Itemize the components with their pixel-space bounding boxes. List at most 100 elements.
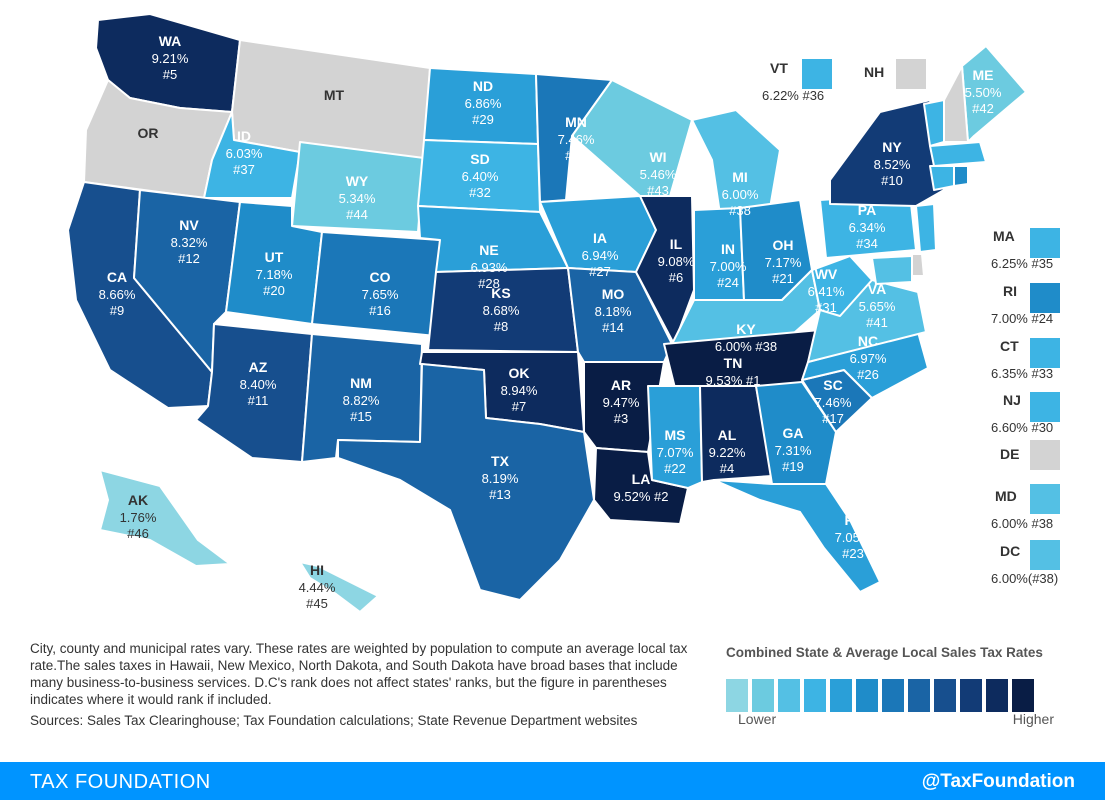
state-wy [291, 141, 425, 233]
state-abbr: OK [509, 365, 530, 381]
state-rate: 7.31% [775, 443, 812, 458]
callout-vt-value: 6.22% #36 [762, 88, 825, 103]
state-abbr: VA [868, 281, 886, 297]
state-rate: 7.46% [558, 132, 595, 147]
state-abbr: AK [128, 492, 148, 508]
state-label-sd: SD 6.40% #32 [462, 151, 499, 200]
callout-md-swatch [1030, 484, 1060, 514]
state-label-nc: NC 6.97% #26 [850, 333, 887, 382]
state-label-va: VA 5.65% #41 [859, 281, 896, 330]
state-hi [299, 561, 379, 613]
state-rank: #22 [664, 461, 686, 476]
state-label-nm: NM 8.82% #15 [343, 375, 380, 424]
state-label-id: ID 6.03% #37 [226, 128, 263, 177]
state-ri [953, 165, 969, 187]
state-rate: 9.21% [152, 51, 189, 66]
state-md [871, 255, 913, 285]
state-rate: 8.94% [501, 383, 538, 398]
legend-bin-4 [804, 679, 826, 712]
state-abbr: AR [611, 377, 631, 393]
legend-bin-5 [830, 679, 852, 712]
state-abbr: ME [973, 67, 994, 83]
legend: Combined State & Average Local Sales Tax… [726, 645, 1066, 727]
us-map: WA 9.21% #5 OR MT ID 6.03% #37 WY 5.34% #44 CA 8.66%… [67, 13, 1027, 613]
state-label-mt: MT [324, 87, 345, 103]
state-rate: 9.08% [658, 254, 695, 269]
callout-ri-value: 7.00% #24 [991, 311, 1054, 326]
callout-md: MD 6.00% #38 [991, 488, 1053, 531]
state-rate: 8.32% [171, 235, 208, 250]
twitter-handle[interactable]: @TaxFoundation [921, 771, 1075, 792]
state-abbr: HI [310, 562, 324, 578]
callout-ma-swatch [1030, 228, 1060, 258]
state-rank: #10 [881, 173, 903, 188]
state-rate: 6.00% [722, 187, 759, 202]
state-rate: 6.94% [582, 248, 619, 263]
callout-dc-value: 6.00%(#38) [991, 571, 1059, 586]
state-abbr: KY [736, 321, 756, 337]
state-rate: 7.17% [765, 255, 802, 270]
state-abbr: NV [179, 217, 199, 233]
state-abbr: IA [593, 230, 607, 246]
state-label-mn: MN 7.46% #18 [558, 114, 595, 163]
callout-ma-abbr: MA [993, 228, 1015, 244]
state-rate: 6.86% [465, 96, 502, 111]
state-rate: 8.82% [343, 393, 380, 408]
state-label-in: IN 7.00% #24 [710, 241, 747, 290]
state-abbr: FL [844, 512, 862, 528]
state-rank: #37 [233, 162, 255, 177]
state-fl [713, 479, 881, 593]
callout-ct: CT 6.35% #33 [991, 338, 1053, 381]
state-label-ga: GA 7.31% #19 [775, 425, 812, 474]
callout-ct-value: 6.35% #33 [991, 366, 1054, 381]
state-rank: #11 [248, 393, 269, 408]
legend-bin-11 [986, 679, 1008, 712]
state-abbr: MT [324, 87, 345, 103]
state-rate: 6.03% [226, 146, 263, 161]
state-abbr: TX [491, 453, 510, 469]
legend-title: Combined State & Average Local Sales Tax… [726, 645, 1043, 660]
callout-nj-abbr: NJ [1003, 392, 1021, 408]
state-rank: #21 [772, 271, 794, 286]
callout-ma-value: 6.25% #35 [991, 256, 1054, 271]
state-rank: #34 [856, 236, 878, 251]
state-label-mi: MI 6.00% #38 [722, 169, 759, 218]
callout-ma: MA 6.25% #35 [991, 228, 1053, 271]
state-rate: 8.18% [595, 304, 632, 319]
state-label-hi: HI 4.44% #45 [299, 562, 336, 611]
state-abbr: MS [665, 427, 686, 443]
state-rank: #23 [842, 546, 864, 561]
callout-dc-abbr: DC [1000, 543, 1021, 559]
state-label-tx: TX 8.19% #13 [482, 453, 519, 502]
callout-de-abbr: DE [1000, 446, 1020, 462]
state-ny [829, 99, 945, 207]
state-label-wi: WI 5.46% #43 [640, 149, 677, 198]
state-abbr: WA [159, 33, 182, 49]
state-abbr: CO [370, 269, 391, 285]
state-rate: 1.76% [120, 510, 157, 525]
legend-bin-12 [1012, 679, 1034, 712]
state-rate-rank: 9.53% #1 [706, 373, 761, 388]
state-label-ak: AK 1.76% #46 [120, 492, 157, 541]
state-rate: 8.19% [482, 471, 519, 486]
state-rate: 7.00% [710, 259, 747, 274]
state-abbr: SD [470, 151, 489, 167]
state-abbr: MN [565, 114, 587, 130]
state-abbr: NE [479, 242, 498, 258]
callout-vt: VT 6.22% #36 [762, 60, 850, 103]
state-label-wa: WA 9.21% #5 [152, 33, 189, 82]
state-de [911, 253, 925, 277]
legend-bin-10 [960, 679, 982, 712]
state-rank: #8 [494, 319, 508, 334]
state-id [203, 111, 301, 199]
state-rate: 5.34% [339, 191, 376, 206]
state-label-az: AZ 8.40% #11 [240, 359, 277, 408]
state-rank: #12 [178, 251, 200, 266]
state-label-ar: AR 9.47% #3 [603, 377, 640, 426]
callout-nj-swatch [1030, 392, 1060, 422]
callout-dc-swatch [1030, 540, 1060, 570]
state-rate: 7.07% [657, 445, 694, 460]
state-rank: #41 [866, 315, 888, 330]
state-label-ms: MS 7.07% #22 [657, 427, 694, 476]
state-label-or: OR [138, 125, 159, 141]
